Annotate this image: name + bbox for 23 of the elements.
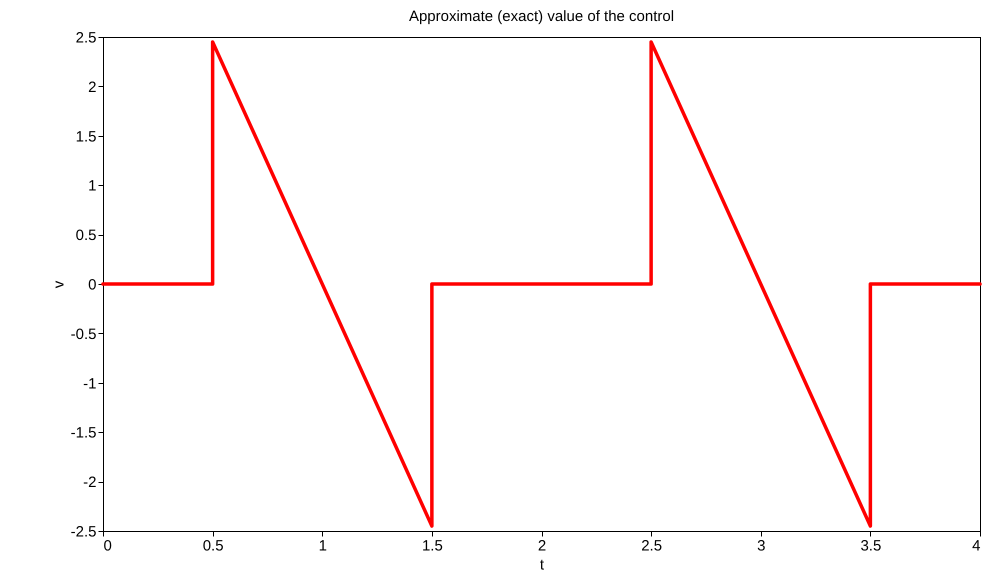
y-tick-label: -1	[83, 375, 96, 392]
y-tick-label: -2.5	[70, 524, 96, 540]
y-tick-label: -0.5	[70, 326, 96, 343]
y-tick-label: 2	[88, 78, 96, 96]
x-tick-label: 0	[104, 538, 112, 554]
x-tick-label: 2	[538, 538, 546, 554]
x-tick-label: 0.5	[202, 538, 224, 554]
x-tick-label: 3	[757, 538, 766, 554]
chart-title: Approximate (exact) value of the control	[408, 8, 674, 25]
y-tick-label: 1.5	[76, 128, 96, 146]
x-tick-label: 4	[972, 538, 980, 554]
y-axis-title: v	[50, 280, 68, 288]
y-tick-label: 2.5	[76, 30, 96, 46]
x-tick-label: 1	[318, 538, 327, 554]
x-axis-title: t	[540, 556, 545, 574]
y-tick-label: -2	[83, 474, 96, 492]
y-tick-label: 0	[88, 276, 96, 294]
x-tick-label: 1.5	[422, 538, 443, 554]
y-tick-label: 0.5	[76, 227, 96, 244]
x-tick-label: 2.5	[641, 538, 662, 554]
x-tick-label: 3.5	[860, 538, 882, 554]
y-tick-label: 1	[88, 178, 96, 195]
y-tick-label: -1.5	[70, 424, 96, 442]
